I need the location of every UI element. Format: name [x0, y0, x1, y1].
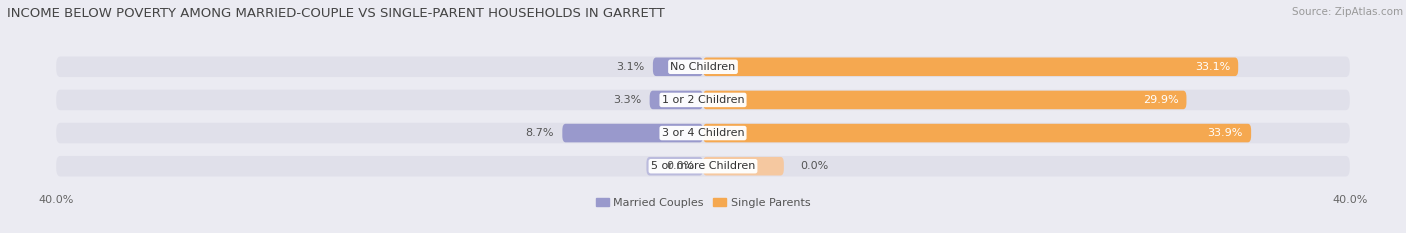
Text: 29.9%: 29.9% — [1143, 95, 1178, 105]
Text: 3 or 4 Children: 3 or 4 Children — [662, 128, 744, 138]
Text: INCOME BELOW POVERTY AMONG MARRIED-COUPLE VS SINGLE-PARENT HOUSEHOLDS IN GARRETT: INCOME BELOW POVERTY AMONG MARRIED-COUPL… — [7, 7, 665, 20]
Text: 33.9%: 33.9% — [1208, 128, 1243, 138]
Text: 8.7%: 8.7% — [526, 128, 554, 138]
FancyBboxPatch shape — [647, 157, 703, 175]
Text: 0.0%: 0.0% — [666, 161, 695, 171]
Text: 5 or more Children: 5 or more Children — [651, 161, 755, 171]
FancyBboxPatch shape — [56, 156, 1350, 176]
FancyBboxPatch shape — [703, 91, 1187, 109]
FancyBboxPatch shape — [56, 57, 1350, 77]
Text: 1 or 2 Children: 1 or 2 Children — [662, 95, 744, 105]
FancyBboxPatch shape — [650, 91, 703, 109]
Text: 0.0%: 0.0% — [800, 161, 828, 171]
FancyBboxPatch shape — [703, 124, 1251, 142]
Text: Source: ZipAtlas.com: Source: ZipAtlas.com — [1292, 7, 1403, 17]
FancyBboxPatch shape — [562, 124, 703, 142]
Text: 33.1%: 33.1% — [1195, 62, 1230, 72]
FancyBboxPatch shape — [652, 58, 703, 76]
Text: No Children: No Children — [671, 62, 735, 72]
Legend: Married Couples, Single Parents: Married Couples, Single Parents — [592, 193, 814, 212]
FancyBboxPatch shape — [703, 58, 1239, 76]
Text: 3.3%: 3.3% — [613, 95, 641, 105]
Text: 3.1%: 3.1% — [617, 62, 645, 72]
FancyBboxPatch shape — [56, 90, 1350, 110]
FancyBboxPatch shape — [703, 157, 785, 175]
FancyBboxPatch shape — [56, 123, 1350, 143]
